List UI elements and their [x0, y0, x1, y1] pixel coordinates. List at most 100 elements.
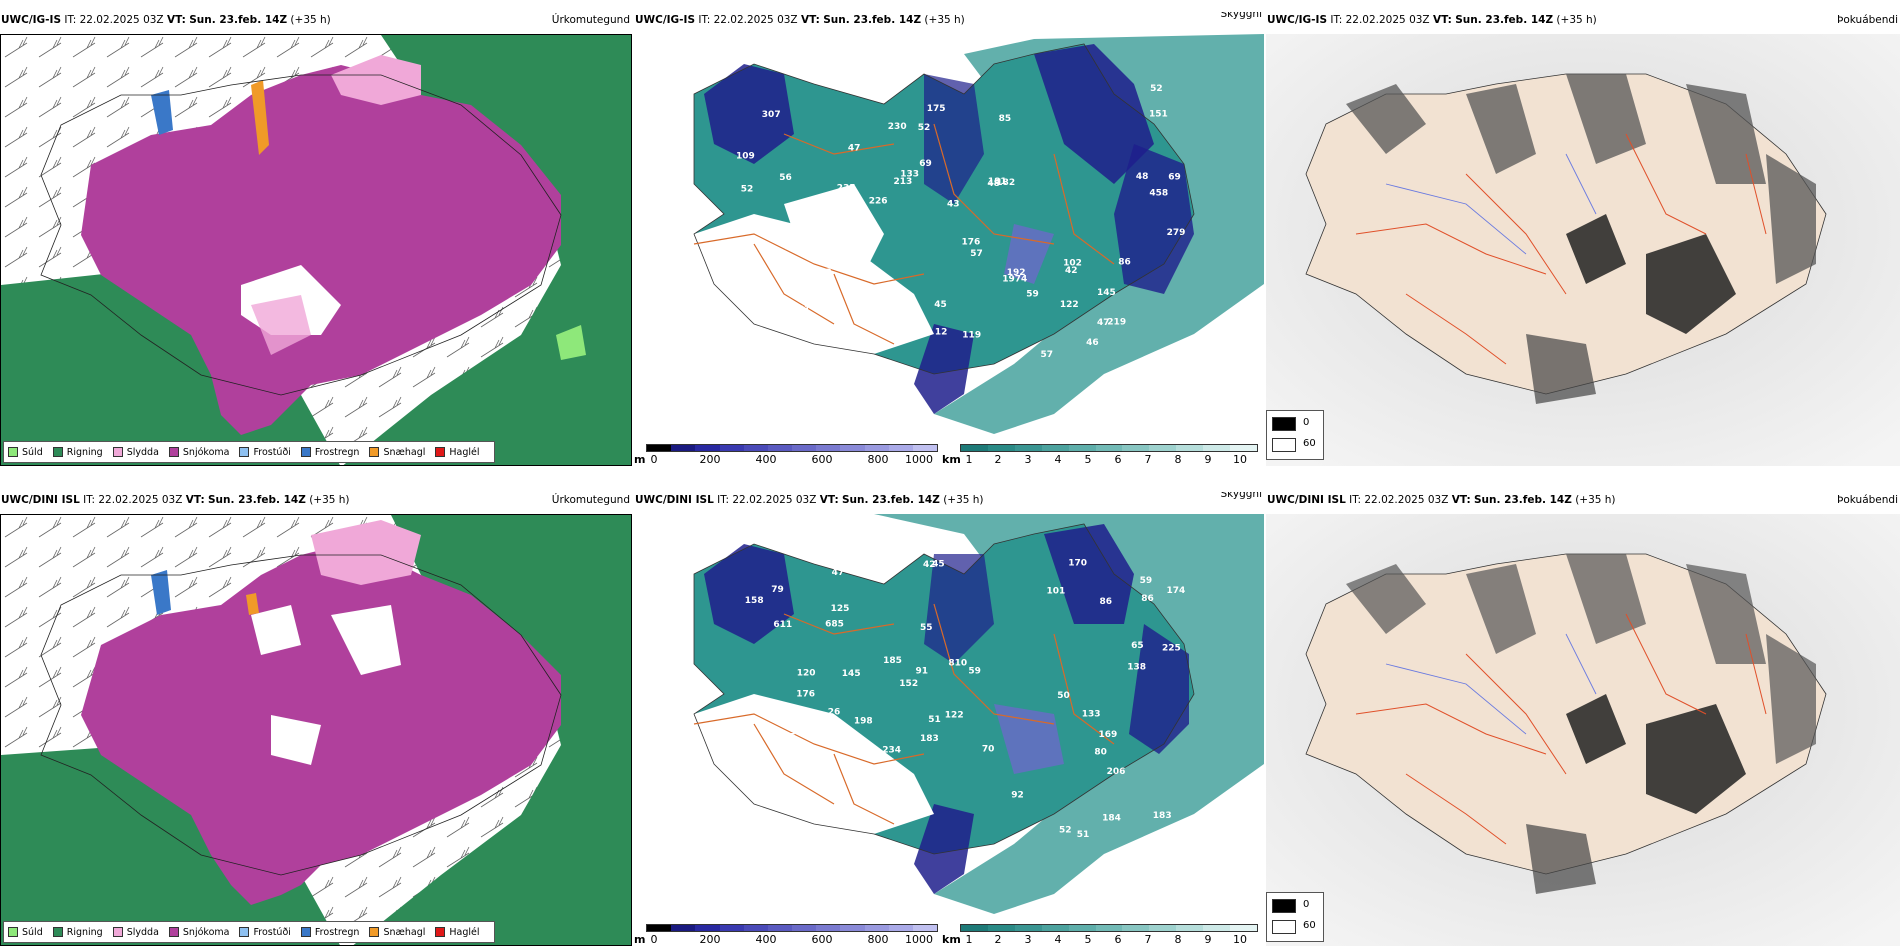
valid-time-label: VT: [185, 494, 205, 506]
visibility-value-label: 52 [918, 123, 931, 133]
panel-title: Þokuábendi [1837, 14, 1898, 26]
visibility-value-label: 122 [945, 711, 964, 721]
colorbar-cell [1014, 925, 1042, 931]
visibility-value-label: 458 [1149, 189, 1168, 199]
colorbar-unit: km [942, 453, 961, 466]
legend-swatch [168, 927, 179, 937]
model-name: UWC/IG-IS [635, 14, 696, 26]
fog-map [1266, 514, 1900, 946]
visibility-value-label: 51 [928, 715, 941, 725]
colorbar-cell [1095, 925, 1123, 931]
visibility-map-svg: 70 45 67 47 86 120 183 611 176 810 183 125 99 80 198 68… [634, 514, 1264, 922]
visibility-value-label: 50 [1057, 691, 1070, 701]
model-name: UWC/IG-IS [1, 14, 62, 26]
precip-type-legend: Súld Rigning Slydda Snjókoma Frostúði Fr… [3, 441, 495, 463]
precip-map: Súld Rigning Slydda Snjókoma Frostúði Fr… [0, 34, 632, 466]
colorbar-tick: 6 [1114, 933, 1122, 946]
legend-item: Snjókoma [168, 446, 230, 458]
valid-time-label: VT: [166, 14, 186, 26]
visibility-value-label: 192 [1007, 268, 1026, 278]
colorbar-tick: 7 [1144, 453, 1152, 466]
colorbar-cell [816, 445, 841, 451]
valid-time: Sun. 23.feb. 14Z [208, 494, 306, 506]
legend-item: Haglél [435, 927, 480, 938]
visibility-value-label: 44 [833, 793, 846, 803]
legend-swatch [52, 927, 63, 937]
lead-time: (+35 h) [1556, 14, 1597, 26]
colorbar-tick: 10 [1233, 453, 1247, 466]
visibility-value-label: 56 [779, 173, 792, 183]
visibility-value-label: 59 [1026, 290, 1039, 300]
visibility-value-label: 219 [1107, 317, 1126, 327]
visibility-value-label: 69 [1168, 172, 1181, 182]
colorbar-tick: 7 [1144, 933, 1152, 946]
visibility-value-label: 184 [1102, 814, 1121, 824]
visibility-value-label: 42 [1065, 266, 1078, 276]
legend-label: Rigning [66, 926, 103, 938]
fog-index-panel-1: UWC/IG-IS IT: 22.02.2025 03Z VT: Sun. 23… [1266, 12, 1900, 466]
init-time-label: IT: [64, 14, 77, 26]
legend-swatch [239, 927, 250, 937]
legend-item: Frostregn [300, 447, 359, 458]
fog-index-legend-2: 0 60 [1266, 892, 1324, 942]
colorbar-cell [695, 445, 720, 451]
legend-label: Snjókoma [182, 446, 230, 458]
colorbar-cell [1203, 925, 1231, 931]
legend-swatch [8, 447, 18, 457]
legend-label: 60 [1303, 920, 1316, 931]
colorbar-tick: 5 [1084, 933, 1092, 946]
legend-label: 0 [1303, 417, 1310, 428]
visibility-value-label: 52 [741, 184, 754, 194]
visibility-value-labels: 70 45 67 47 86 120 183 611 176 810 183 125 99 80 198 68… [726, 559, 1186, 844]
visibility-value-label: 86 [1118, 257, 1131, 267]
colorbar-tick: 1000 [905, 933, 933, 946]
legend-swatch [52, 447, 63, 457]
valid-time: Sun. 23.feb. 14Z [842, 494, 940, 506]
visibility-value-label: 182 [996, 178, 1015, 188]
visibility-value-label: 206 [1107, 767, 1126, 777]
model-name: UWC/DINI ISL [1267, 494, 1346, 506]
legend-label: Snæhagl [383, 926, 426, 938]
colorbar-cell [888, 925, 913, 931]
colorbar-cell [1122, 445, 1150, 451]
visibility-value-label: 47 [848, 144, 861, 154]
visibility-value-label: 45 [934, 300, 947, 310]
colorbar-cell [1230, 445, 1257, 451]
legend-label: 60 [1303, 438, 1316, 449]
visibility-value-label: 57 [970, 249, 983, 259]
visibility-value-label: 685 [825, 620, 844, 630]
visibility-value-label: 649 [875, 286, 894, 296]
colorbar-tick: 10 [1233, 933, 1247, 946]
precip-type-panel-1: UWC/IG-IS IT: 22.02.2025 03Z VT: Sun. 23… [0, 12, 632, 466]
colorbar-unit: km [942, 933, 961, 946]
init-time: 22.02.2025 03Z [98, 494, 183, 506]
colorbar-tick: 8 [1174, 933, 1182, 946]
valid-time: Sun. 23.feb. 14Z [1455, 14, 1554, 26]
legend-swatch [435, 447, 446, 457]
colorbar-cell [1203, 445, 1231, 451]
panel-title: Skyggni [1220, 12, 1263, 20]
visibility-value-label: 86 [1100, 597, 1113, 607]
legend-item: Frostregn [300, 927, 359, 938]
precip-map: Súld Rigning Slydda Snjókoma Frostúði Fr… [0, 514, 632, 946]
colorbar-cells [960, 444, 1258, 452]
colorbar-cells [646, 444, 938, 452]
legend-item: Slydda [112, 927, 159, 938]
colorbar-tick: 4 [1054, 453, 1062, 466]
colorbar-cell [1230, 925, 1257, 931]
visibility-value-label: 85 [999, 114, 1012, 124]
legend-item: Frostúði [239, 447, 291, 458]
colorbar-cell [743, 445, 768, 451]
legend-item: Haglél [435, 447, 480, 458]
colorbar-tick: 800 [867, 933, 889, 946]
panel-header: UWC/DINI ISL IT: 22.02.2025 03Z VT: Sun.… [634, 492, 1264, 508]
init-time-label: IT: [1330, 14, 1343, 26]
visibility-map-svg: 57 43 59 56 102 146 192 196 649 1974 235 230 109 145 8… [634, 34, 1264, 442]
legend-swatch [1272, 899, 1296, 913]
legend-label: Frostúði [253, 926, 291, 938]
visibility-value-label: 142 [776, 311, 795, 321]
legend-item: Rigning [52, 447, 103, 458]
colorbar-tick: 6 [1114, 453, 1122, 466]
colorbar-cell [840, 445, 865, 451]
precip-type-panel-2: UWC/DINI ISL IT: 22.02.2025 03Z VT: Sun.… [0, 492, 632, 946]
